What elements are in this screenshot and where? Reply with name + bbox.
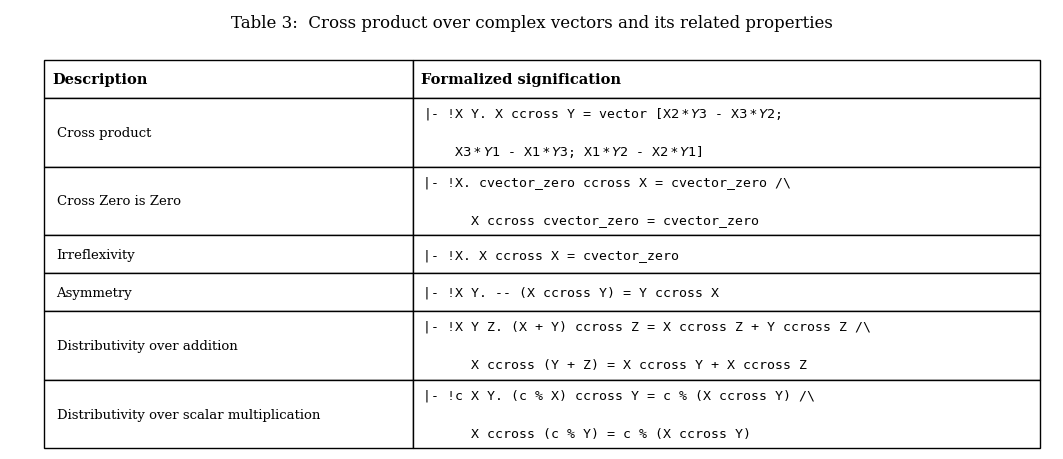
Text: X$3 * Y$1 - X$1 * Y$3; X$1 * Y$2 - X$2 * Y$1]: X$3 * Y$1 - X$1 * Y$3; X$1 * Y$2 - X$2 *… <box>423 144 703 160</box>
Bar <box>412 99 1041 167</box>
Text: Formalized signification: Formalized signification <box>421 73 621 87</box>
Text: |- !X. cvector_zero ccross X = cvector_zero /\: |- !X. cvector_zero ccross X = cvector_z… <box>423 176 791 189</box>
Text: Cross product: Cross product <box>56 126 151 140</box>
Text: X ccross (Y + Z) = X ccross Y + X ccross Z: X ccross (Y + Z) = X ccross Y + X ccross… <box>423 358 807 371</box>
Bar <box>412 235 1041 274</box>
Bar <box>412 167 1041 235</box>
Bar <box>44 61 412 99</box>
Bar <box>412 274 1041 312</box>
Text: Irreflexivity: Irreflexivity <box>56 248 135 261</box>
Text: |- !X. X ccross X = cvector_zero: |- !X. X ccross X = cvector_zero <box>423 248 679 261</box>
Text: Table 3:  Cross product over complex vectors and its related properties: Table 3: Cross product over complex vect… <box>231 15 832 32</box>
Text: |- !X Y. X ccross Y = vector [X$2 * Y$3 - X$3 * Y$2;: |- !X Y. X ccross Y = vector [X$2 * Y$3 … <box>423 106 781 122</box>
Bar <box>44 312 412 380</box>
Bar <box>412 312 1041 380</box>
Text: |- !X Y Z. (X + Y) ccross Z = X ccross Z + Y ccross Z /\: |- !X Y Z. (X + Y) ccross Z = X ccross Z… <box>423 320 872 333</box>
Bar <box>44 99 412 167</box>
Text: Distributivity over addition: Distributivity over addition <box>56 339 237 353</box>
Text: |- !c X Y. (c % X) ccross Y = c % (X ccross Y) /\: |- !c X Y. (c % X) ccross Y = c % (X ccr… <box>423 389 815 402</box>
Text: Asymmetry: Asymmetry <box>56 286 132 299</box>
Bar <box>44 274 412 312</box>
Bar <box>412 61 1041 99</box>
Text: Description: Description <box>52 73 148 87</box>
Bar <box>44 167 412 235</box>
Text: Cross Zero is Zero: Cross Zero is Zero <box>56 195 181 208</box>
Text: X ccross cvector_zero = cvector_zero: X ccross cvector_zero = cvector_zero <box>423 214 759 227</box>
Text: |- !X Y. -- (X ccross Y) = Y ccross X: |- !X Y. -- (X ccross Y) = Y ccross X <box>423 286 720 299</box>
Text: X ccross (c % Y) = c % (X ccross Y): X ccross (c % Y) = c % (X ccross Y) <box>423 427 752 440</box>
Bar <box>44 235 412 274</box>
Bar <box>412 380 1041 448</box>
Text: Distributivity over scalar multiplication: Distributivity over scalar multiplicatio… <box>56 408 320 421</box>
Bar <box>44 380 412 448</box>
